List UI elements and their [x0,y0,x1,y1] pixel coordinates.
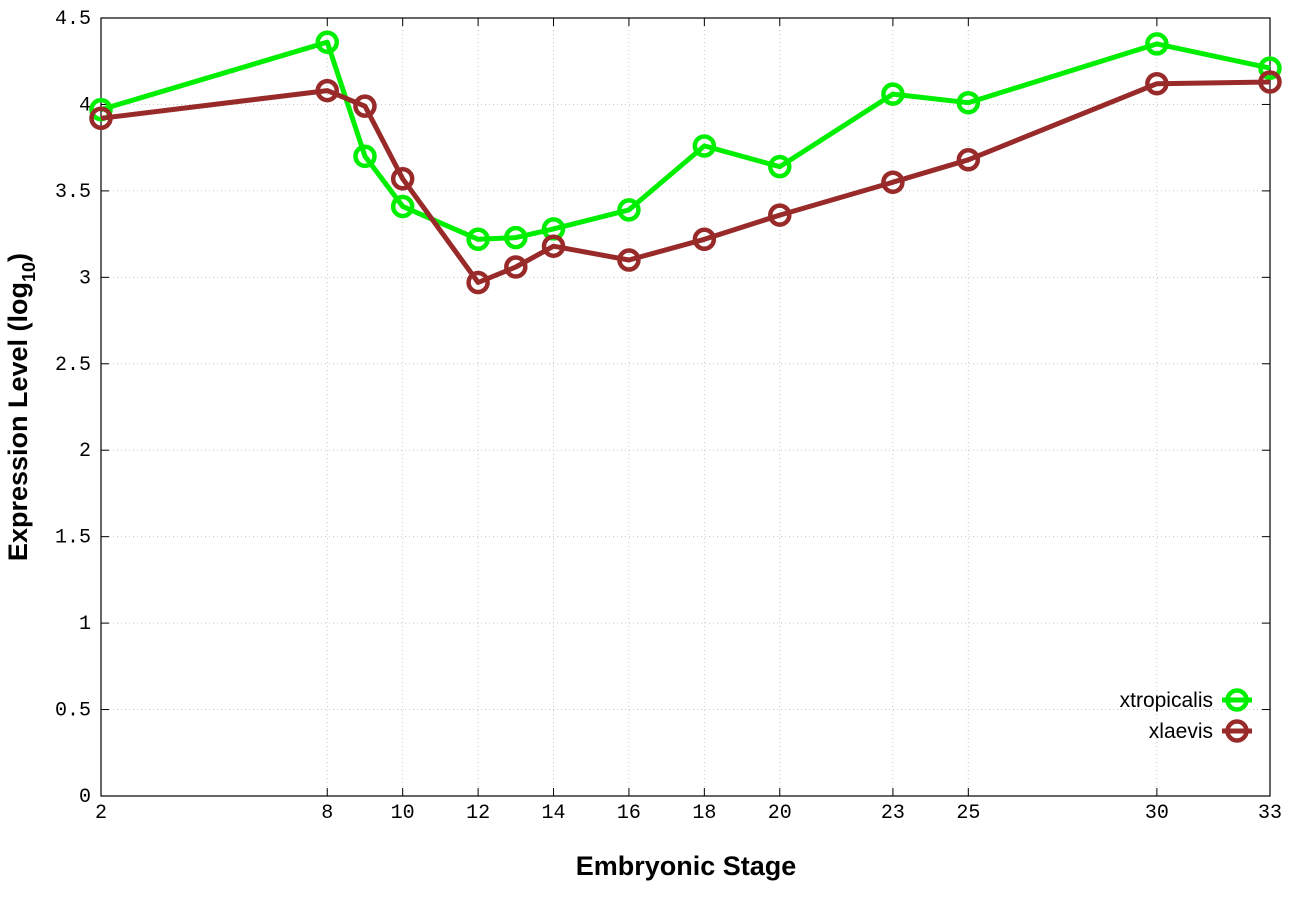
x-tick-label: 33 [1258,802,1282,825]
y-tick-label: 0 [79,786,91,809]
x-tick-label: 8 [321,802,333,825]
y-tick-label: 0.5 [55,700,91,723]
legend-label-xlaevis: xlaevis [1149,720,1213,743]
data-point-xtropicalis [1258,56,1282,80]
data-point-xtropicalis [504,225,528,250]
x-tick-label: 18 [692,802,716,825]
data-point-xlaevis [617,248,641,272]
legend-swatch-marker-xtropicalis [1225,688,1249,712]
data-point-xtropicalis [956,90,981,115]
data-point-xtropicalis [692,134,717,158]
data-point-xtropicalis [768,154,792,179]
data-point-xtropicalis [89,97,113,122]
legend-label-xtropicalis: xtropicalis [1120,689,1213,712]
data-point-xlaevis [504,255,528,279]
x-tick-label: 16 [617,802,641,825]
data-point-xlaevis [1145,71,1169,96]
series [89,30,1282,295]
y-axis-title-main: Expression Level (log [3,282,33,561]
data-point-xlaevis [1258,70,1282,94]
data-point-xtropicalis [353,144,377,169]
legend: xtropicalis xlaevis [1120,688,1252,743]
y-tick-label: 3 [79,267,91,290]
x-tick-label: 2 [95,802,107,825]
y-tick-label: 4.5 [55,8,91,31]
y-tick-label: 3.5 [55,181,91,204]
data-point-xlaevis [466,270,490,295]
plot-frame [100,17,1271,797]
x-axis-title: Embryonic Stage [576,851,797,881]
y-tick-label: 1.5 [55,527,91,550]
data-point-xlaevis [541,234,566,258]
data-point-xtropicalis [881,82,905,106]
grid [101,18,1270,796]
x-tick-label: 10 [391,802,415,825]
legend-swatch-marker-xlaevis [1225,719,1249,743]
y-tick-label: 1 [79,613,91,636]
data-point-xlaevis [89,106,113,131]
data-point-xtropicalis [315,30,340,54]
y-axis-title: Expression Level (log10) [3,253,39,561]
data-point-xtropicalis [617,198,641,222]
data-point-xlaevis [768,203,792,227]
data-point-xlaevis [881,170,905,194]
y-tick-label: 2.5 [55,354,91,377]
data-point-xtropicalis [390,194,415,219]
data-point-xlaevis [315,78,340,103]
y-axis-title-subscript: 10 [19,262,39,282]
data-point-xlaevis [353,94,377,118]
x-tick-label: 20 [768,802,792,825]
data-point-xlaevis [692,227,717,252]
x-tick-label: 30 [1145,802,1169,825]
series-line-xlaevis [100,79,1271,285]
x-tick-label: 23 [881,802,905,825]
data-point-xtropicalis [1145,32,1169,56]
series-line-xtropicalis [100,39,1271,242]
y-axis-title-close: ) [3,253,33,262]
data-point-xtropicalis [466,227,490,252]
x-tick-label: 12 [466,802,490,825]
data-point-xlaevis [956,148,981,172]
y-tick-label: 2 [79,440,91,463]
data-point-xlaevis [390,167,415,191]
x-tick-label: 25 [956,802,980,825]
y-tick-label: 4 [79,94,91,117]
axis-ticks: 0 0.5 1 1.5 2 2.5 3 3.5 4 4.5 2 8 10 12 14 16 18 20 23 25 30… [55,8,1282,825]
x-tick-label: 14 [542,802,566,825]
